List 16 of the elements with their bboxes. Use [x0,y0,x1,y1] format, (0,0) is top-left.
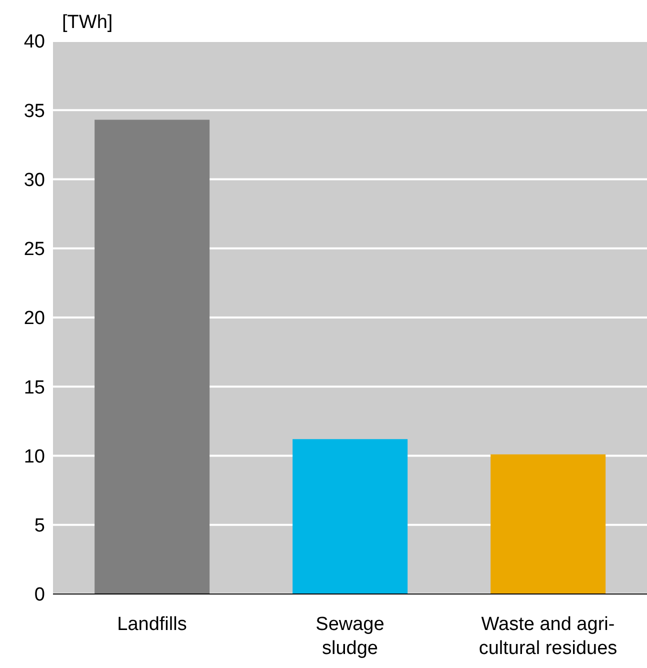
y-tick-label: 10 [24,446,45,468]
y-tick-label: 35 [24,100,45,122]
y-tick-label: 40 [24,32,45,53]
y-axis-title: [TWh] [62,12,113,34]
x-tick-label: Landfills [117,614,187,635]
x-tick-label: Waste and agri- cultural residues [478,614,618,659]
y-tick-label: 5 [34,516,45,537]
x-tick-label: Sewage sludge [316,614,384,659]
bar [490,454,606,594]
y-tick-label: 25 [24,239,45,260]
bar [94,120,210,594]
y-tick-label: 20 [24,308,45,330]
y-tick-label: 15 [24,377,45,398]
y-tick-label: 30 [24,170,45,191]
y-tick-label: 0 [34,584,45,606]
bar [292,439,408,594]
